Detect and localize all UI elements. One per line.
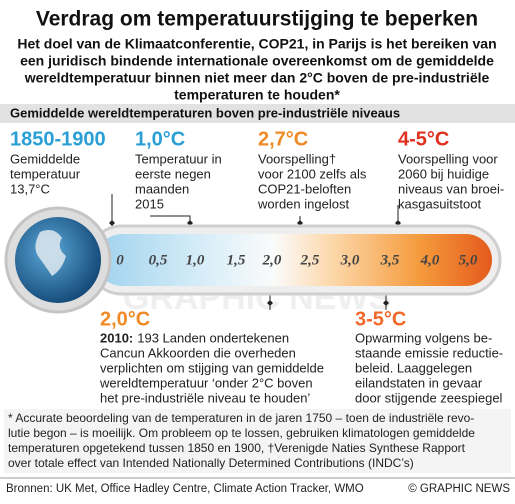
callout-text: temperatuur [10, 166, 81, 181]
scale-label: 1,5 [227, 252, 246, 268]
footnote-line: * Accurate beoordeling van de temperatur… [8, 411, 474, 425]
callout-heading: 4-5°C [398, 128, 449, 150]
callout-heading: 2,0°C [100, 308, 150, 330]
footnote-line: over totale effect van Intended National… [8, 456, 414, 470]
callout-text: door stijgende zeespiegel [355, 390, 503, 405]
scale-label: 5,0 [459, 252, 478, 268]
callout-text: Temperatuur in [135, 151, 222, 166]
section-band [0, 104, 515, 123]
thermometer-fill [96, 234, 492, 286]
callout-text: Opwarming volgens be- [355, 330, 492, 345]
subtitle: Het doel van de Klimaatconferentie, COP2… [17, 36, 496, 103]
callout-text: Cancun Akkoorden die overheden [100, 345, 296, 360]
callout-text: maanden [135, 181, 189, 196]
callout-text: beleid. Laaggelegen [355, 360, 472, 375]
callout-heading: 2,7°C [258, 128, 308, 150]
sources: Bronnen: UK Met, Office Hadley Centre, C… [6, 483, 364, 495]
scale-label: 2,5 [300, 252, 320, 268]
footnote-line: lutie begon – is moeilijk. Om probleem o… [8, 426, 475, 440]
callout-heading: 3-5°C [355, 308, 406, 330]
callout-heading: 1850-1900 [10, 128, 106, 150]
callout-text: 13,7°C [10, 181, 50, 196]
subtitle-line: Het doel van de Klimaatconferentie, COP2… [17, 36, 496, 52]
scale-label: 0 [116, 252, 124, 268]
callout-text: wereldtemperatuur ‘onder 2°C boven [99, 375, 313, 390]
scale-label: 0,5 [149, 252, 168, 268]
scale-label: 3,0 [340, 252, 360, 268]
callout-text: voor 2100 zelfs als [258, 166, 367, 181]
callout-text: worden ingelost [257, 196, 349, 211]
callout-text: verplichten om stijging van gemiddelde [100, 360, 324, 375]
callout-text: 2015 [135, 196, 164, 211]
scale: 0 0,5 1,0 1,5 2,0 2,5 3,0 3,5 4,0 5,0 [116, 252, 478, 268]
callout-text: kasgasuitstoot [398, 196, 481, 211]
callout-text: 193 Landen ondertekenen [137, 330, 289, 345]
subtitle-line: wereldtemperatuur binnen niet meer dan 2… [24, 70, 490, 86]
subtitle-line: temperaturen te houden* [174, 87, 340, 103]
callout-text: staande emissie reductie- [355, 345, 503, 360]
callout-text: het pre-industriële niveau te houden’ [100, 390, 310, 405]
callout-lead: 2010: [100, 330, 133, 345]
callout-text: niveaus van broei- [398, 181, 504, 196]
callout-text: COP21-beloften [258, 181, 351, 196]
subtitle-line: een juridisch bindende internationale ov… [20, 53, 494, 69]
scale-label: 4,0 [420, 252, 440, 268]
callout-text: eerste negen [135, 166, 211, 181]
callout-text: Voorspelling† [258, 151, 336, 166]
callout-heading: 1,0°C [135, 128, 185, 150]
scale-label: 2,0 [262, 252, 282, 268]
footnote: * Accurate beoordeling van de temperatur… [8, 411, 475, 470]
callout-text: Gemiddelde [10, 151, 80, 166]
credit: © GRAPHIC NEWS [408, 483, 510, 495]
callout-text: eilandstaten in gevaar [355, 375, 483, 390]
scale-label: 3,5 [380, 252, 400, 268]
footnote-line: temperaturen opgetekend tussen 1850 en 1… [8, 441, 466, 455]
callout-text: 2060 bij huidige [398, 166, 489, 181]
globe-land [35, 230, 66, 276]
scale-label: 1,0 [186, 252, 205, 268]
section-title: Gemiddelde wereldtemperaturen boven pre-… [10, 105, 400, 120]
footnote-box [4, 409, 511, 473]
title: Verdrag om temperatuurstijging te beperk… [36, 8, 478, 31]
callout-text: Voorspelling voor [398, 151, 498, 166]
